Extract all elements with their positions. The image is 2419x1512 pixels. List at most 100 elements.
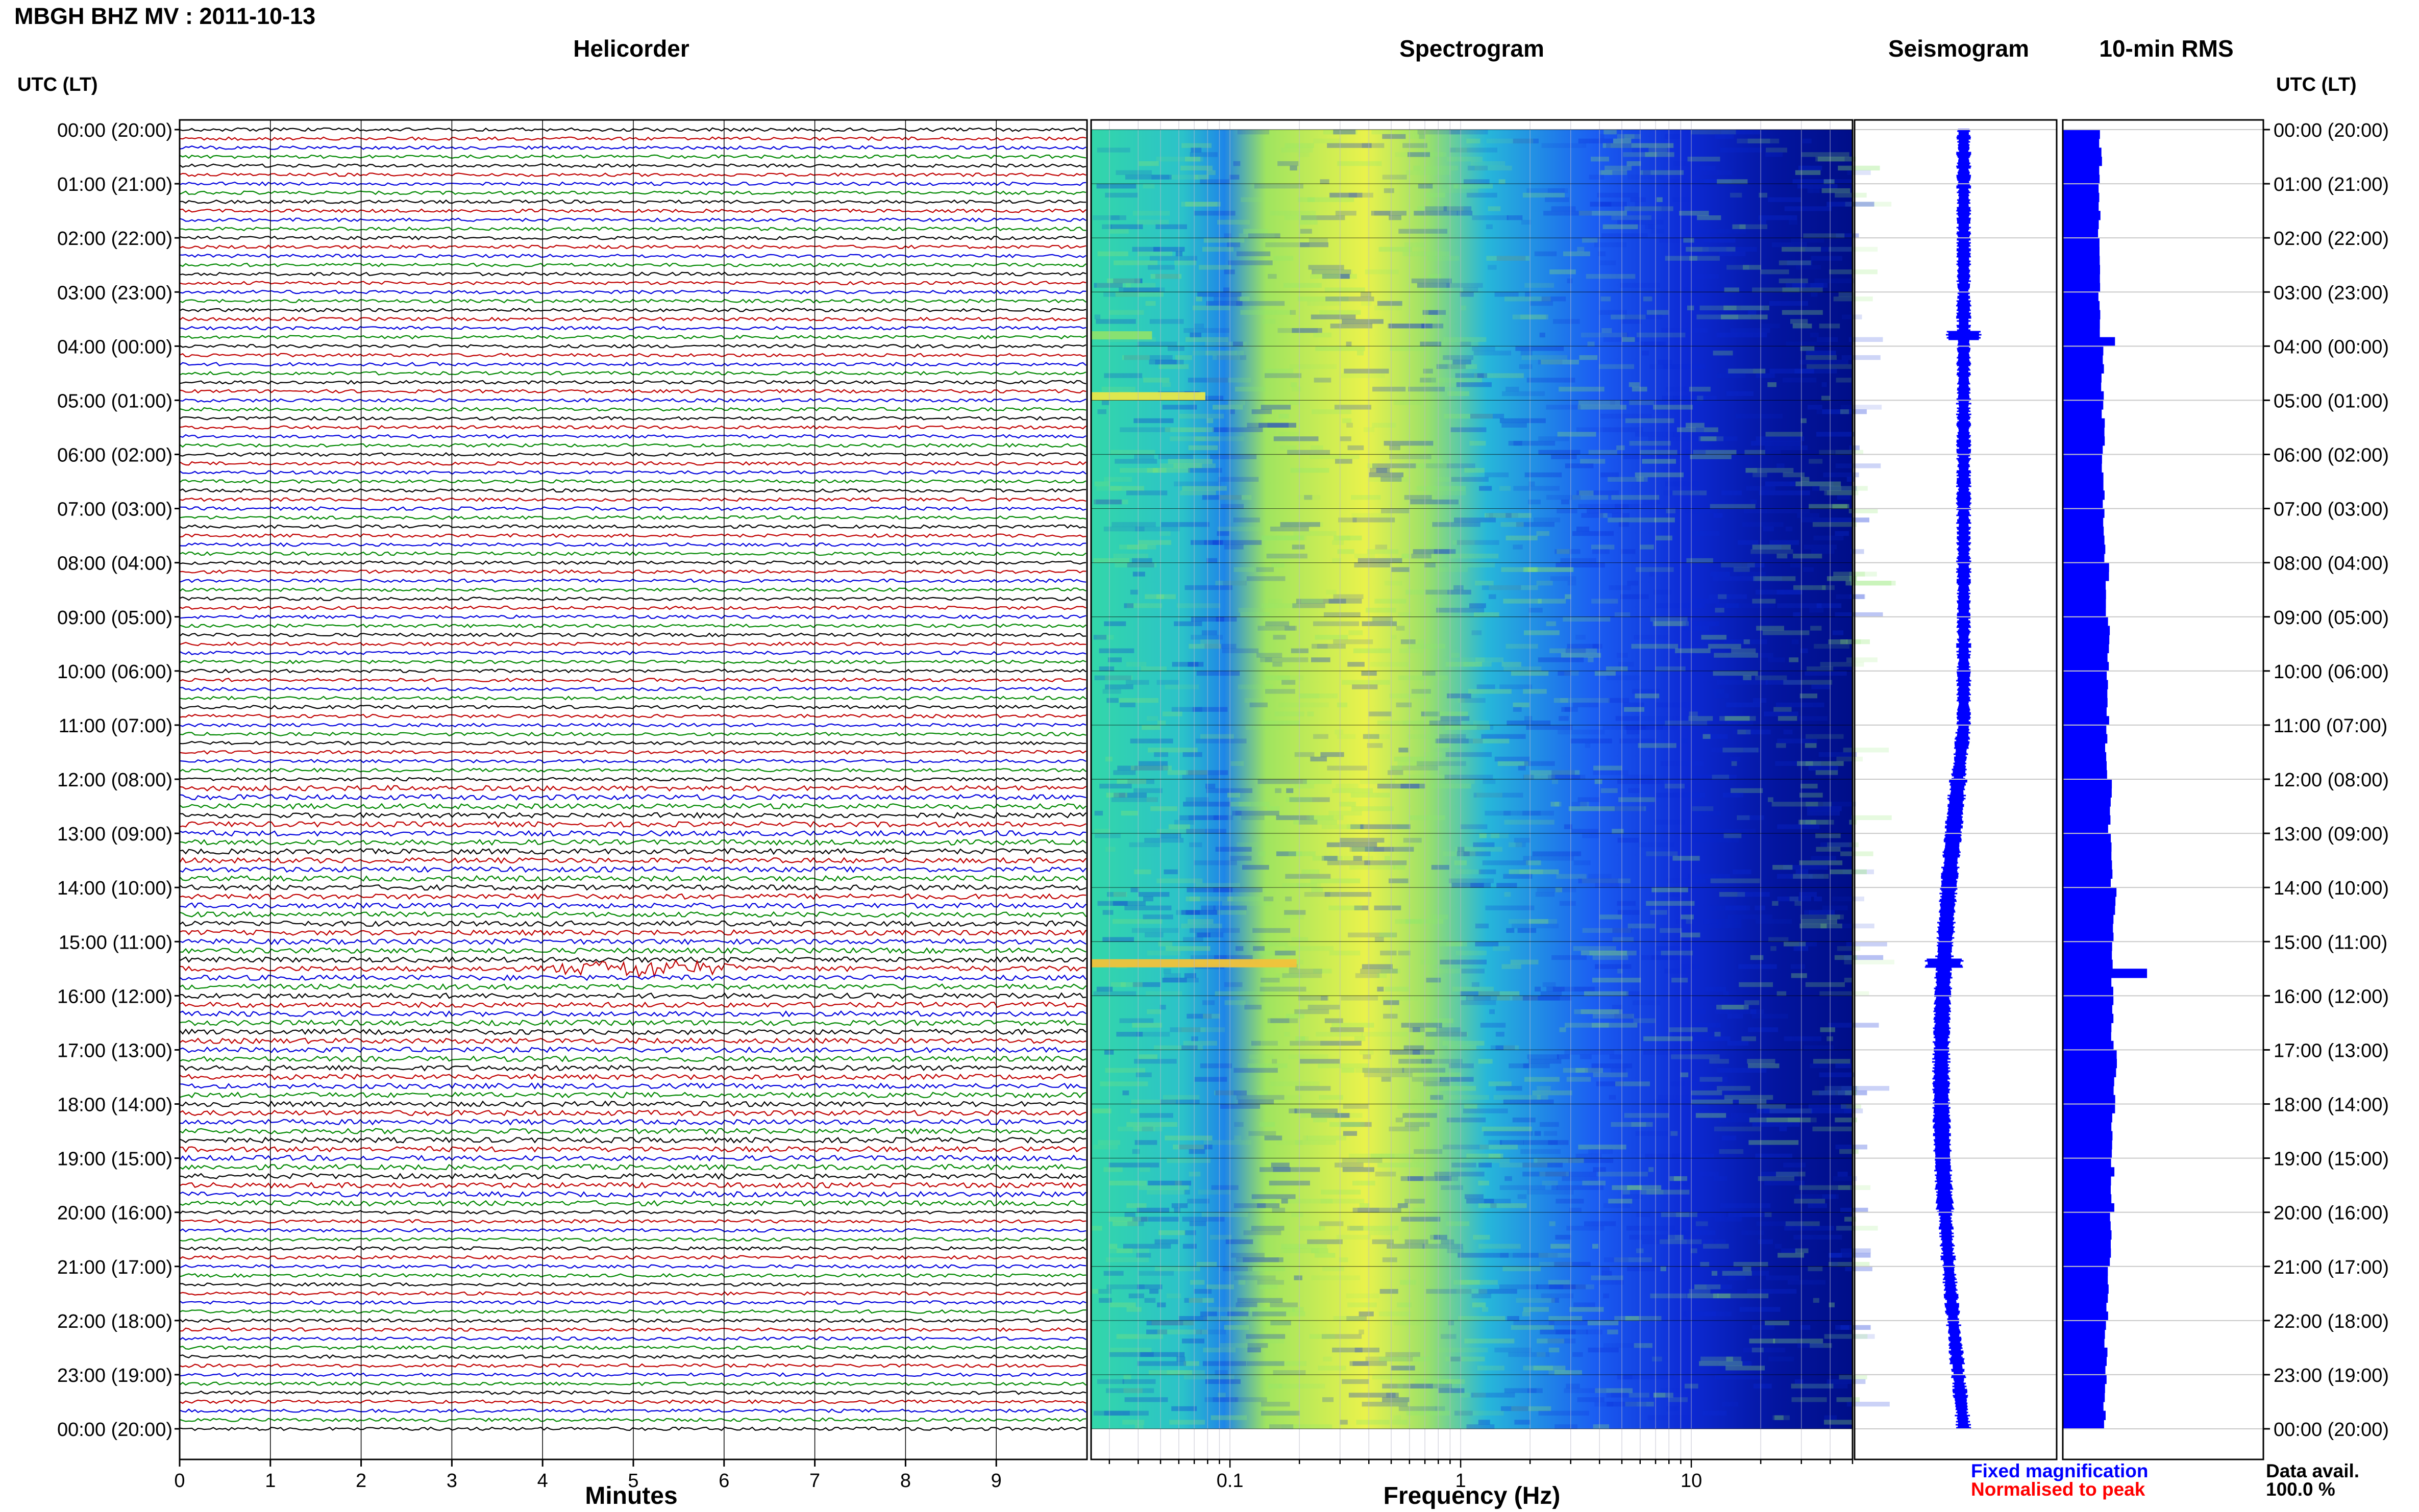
spectrogram-texture	[1698, 436, 1724, 441]
spectrogram-texture	[1603, 1343, 1644, 1348]
spectrogram-texture	[1752, 599, 1776, 604]
spectrogram-texture	[1743, 1347, 1786, 1353]
spectrogram-texture	[1181, 1027, 1206, 1032]
spectrogram-texture	[1256, 653, 1282, 658]
spectrogram-texture	[1473, 1393, 1486, 1398]
spectrogram-texture	[1651, 887, 1688, 893]
spectrogram-texture	[1200, 1063, 1232, 1069]
spectrogram-texture	[1346, 341, 1352, 346]
spectrogram-texture	[1572, 702, 1598, 708]
spectrogram-texture	[1603, 1293, 1610, 1299]
spectrogram-texture	[1296, 599, 1346, 604]
spectrogram-texture	[1659, 238, 1696, 243]
spectrogram-texture	[1105, 192, 1138, 198]
spectrogram-texture	[1461, 969, 1485, 974]
spectrogram-texture	[1631, 1122, 1646, 1127]
spectrogram-texture	[1369, 1230, 1393, 1235]
spectrogram-texture	[1109, 310, 1144, 315]
spectrogram-texture	[1686, 1036, 1710, 1042]
spectrogram-texture	[1453, 184, 1493, 189]
spectrogram-texture	[1337, 734, 1356, 739]
spectrogram-texture	[1837, 495, 1850, 500]
spectrogram-texture	[1304, 495, 1313, 500]
spectrogram-texture	[1336, 1234, 1371, 1240]
spectrogram-texture	[1258, 950, 1291, 956]
spectrogram-texture	[1174, 1207, 1180, 1213]
helicorder-trace	[179, 380, 1087, 385]
spectrogram-texture	[1113, 901, 1128, 906]
spectrogram-texture	[1795, 170, 1821, 175]
spectrogram-texture	[1421, 152, 1447, 157]
helicorder-trace	[179, 884, 1087, 891]
spectrogram-texture	[1664, 969, 1686, 974]
rms-bar	[2063, 1366, 2106, 1375]
rms-bar	[2063, 1122, 2112, 1132]
helicorder-trace	[179, 1327, 1087, 1332]
spectrogram-texture	[1684, 287, 1698, 292]
spectrogram-texture	[1304, 892, 1330, 897]
spectrogram-texture	[1704, 179, 1718, 184]
rms-bar	[2063, 969, 2148, 978]
spectrogram-texture	[1548, 1140, 1558, 1145]
spectrogram-texture	[1817, 157, 1856, 162]
spectrogram-texture	[1548, 1347, 1560, 1353]
spectrogram-texture	[1589, 175, 1605, 180]
spectrogram-texture	[1549, 648, 1597, 653]
rms-bar	[2063, 184, 2099, 193]
hour-label-left: 16:00 (12:00)	[57, 986, 172, 1007]
spectrogram-texture	[1797, 761, 1844, 766]
spectrogram-texture	[1157, 1302, 1166, 1307]
spectrogram-texture	[1348, 630, 1363, 635]
spectrogram-texture	[1835, 1325, 1849, 1330]
spectrogram-texture	[1614, 806, 1646, 811]
spectrogram-texture	[1799, 941, 1817, 947]
spectrogram-texture	[1213, 815, 1221, 821]
spectrogram-texture	[1719, 892, 1745, 897]
spectrogram-texture	[1148, 1370, 1193, 1375]
spectrogram-texture	[1455, 373, 1484, 378]
rms-bar	[2063, 409, 2102, 419]
rms-bar	[2063, 770, 2107, 780]
spectrogram-texture	[1751, 1013, 1788, 1019]
spectrogram-texture	[1482, 860, 1528, 865]
spectrogram-texture	[1211, 1415, 1247, 1420]
spectrogram-texture	[1505, 643, 1538, 649]
spectrogram-texture	[1423, 368, 1433, 374]
spectrogram-texture	[1790, 481, 1834, 486]
spectrogram-texture	[1572, 531, 1614, 536]
spectrogram-texture	[1579, 490, 1594, 495]
spectrogram-texture	[1823, 472, 1859, 478]
spectrogram-texture	[1475, 941, 1499, 947]
spectrogram-texture	[1521, 355, 1568, 360]
spectrogram-texture	[1726, 265, 1749, 270]
spectrogram-texture	[1093, 499, 1122, 505]
spectrogram-texture	[1489, 1009, 1495, 1014]
spectrogram-texture	[1691, 130, 1736, 135]
spectrogram-texture	[1420, 341, 1442, 346]
spectrogram-texture	[1617, 134, 1641, 139]
spectrogram-texture	[1713, 351, 1733, 356]
spectrogram-texture	[1611, 215, 1651, 220]
spectrogram-texture	[1423, 1081, 1450, 1086]
helicorder-trace	[179, 560, 1087, 565]
spectrogram-texture	[1578, 211, 1627, 216]
helicorder-trace	[179, 470, 1087, 475]
spectrogram-texture	[1230, 856, 1252, 861]
spectrogram-texture	[1190, 152, 1218, 157]
spectrogram-texture	[1743, 675, 1751, 681]
rms-bar	[2063, 671, 2107, 681]
spectrogram-texture	[1374, 305, 1402, 311]
spectrogram-texture	[1470, 413, 1504, 419]
spectrogram-texture	[1617, 910, 1640, 915]
hour-label-left: 00:00 (20:00)	[57, 1419, 172, 1441]
spectrogram-texture	[1663, 364, 1706, 369]
spectrogram-texture	[1535, 892, 1555, 897]
spectrogram-texture	[1236, 1095, 1285, 1100]
spectrogram-texture	[1099, 783, 1132, 789]
spectrogram-texture	[1688, 400, 1702, 405]
spectrogram-texture	[1137, 219, 1169, 225]
spectrogram-texture	[1564, 671, 1579, 676]
spectrogram-texture	[1821, 382, 1827, 387]
spectrogram-texture	[1332, 788, 1373, 794]
spectrogram-texture	[1189, 1149, 1205, 1154]
